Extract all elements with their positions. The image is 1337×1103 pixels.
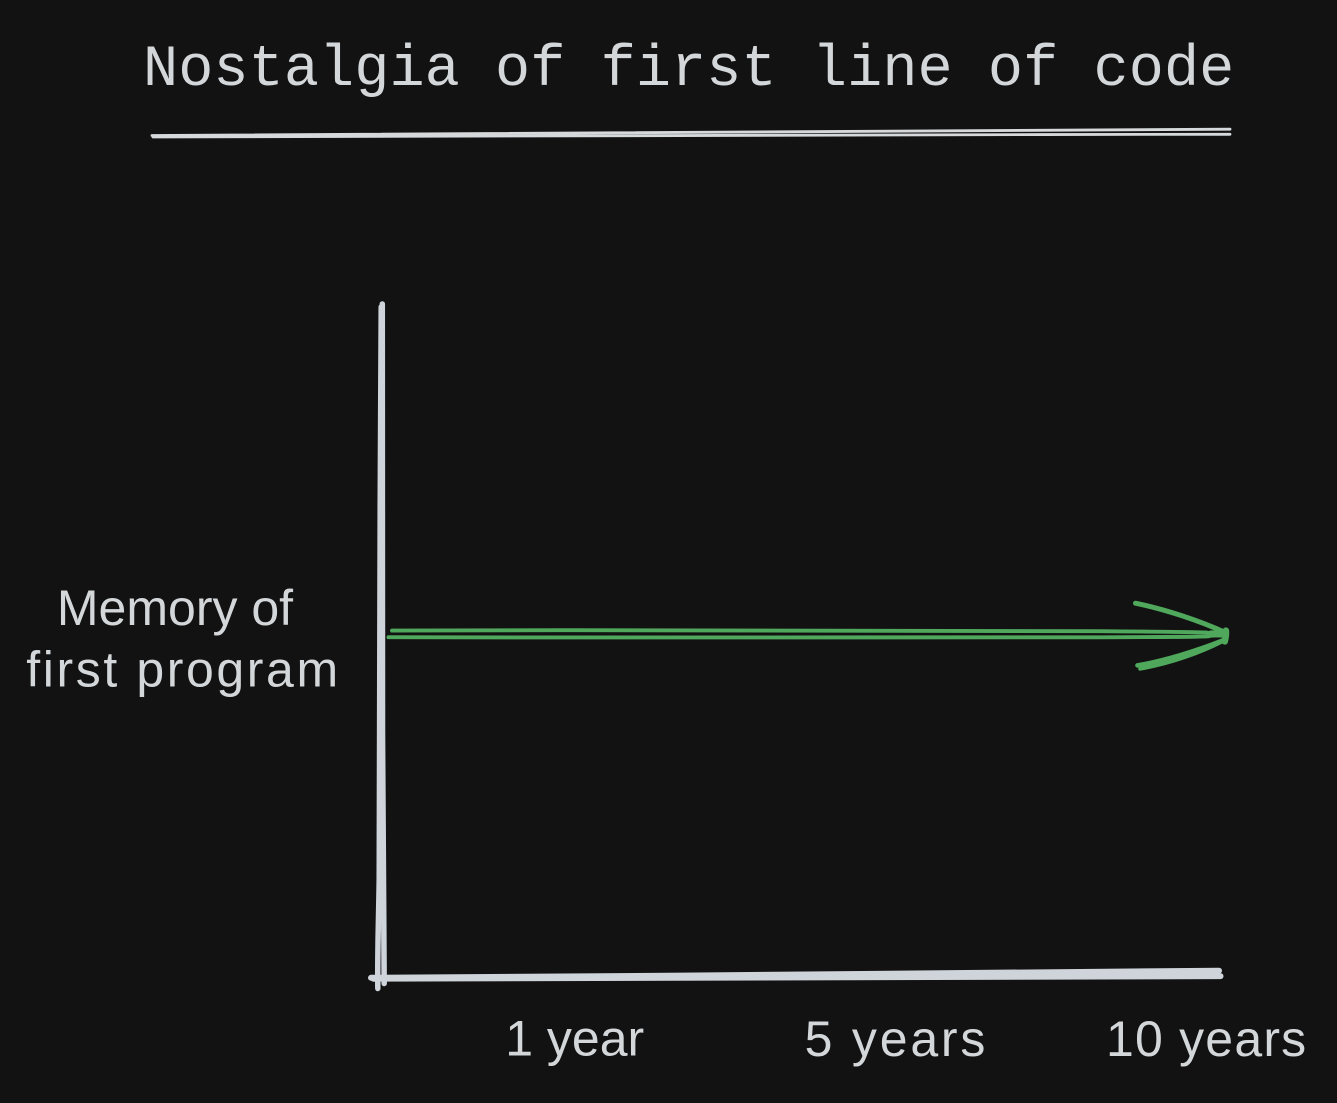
svg-text:10 years: 10 years [1106, 1011, 1307, 1067]
svg-text:5 years: 5 years [805, 1011, 989, 1067]
svg-text:Memory of: Memory of [57, 580, 293, 636]
svg-text:first program: first program [26, 642, 340, 698]
svg-text:1 year: 1 year [505, 1011, 644, 1067]
svg-text:Nostalgia of first line of cod: Nostalgia of first line of code [143, 36, 1234, 103]
